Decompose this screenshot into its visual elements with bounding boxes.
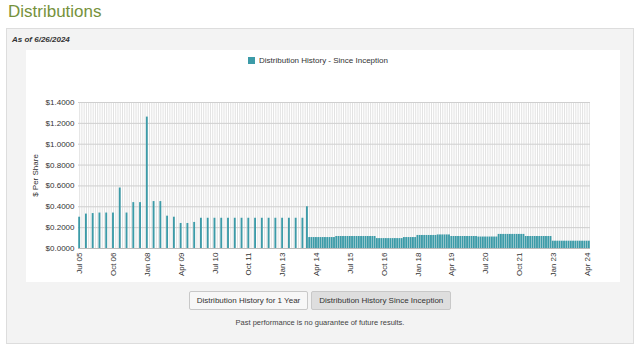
svg-text:Jan 18: Jan 18 xyxy=(414,252,423,277)
html-text:As of 6/26/2024: As of 6/26/2024 xyxy=(12,35,70,44)
svg-text:$1.2000: $1.2000 xyxy=(46,119,75,128)
svg-text:Jan 23: Jan 23 xyxy=(549,252,558,277)
svg-text:$0.0000: $0.0000 xyxy=(46,244,75,253)
svg-text:$0.4000: $0.4000 xyxy=(46,202,75,211)
svg-text:$1.0000: $1.0000 xyxy=(46,140,75,149)
html-text:Distribution History for 1 Yea: Distribution History for 1 Year xyxy=(196,296,301,305)
html-text:Distribution History - Since I: Distribution History - Since Inception xyxy=(259,55,388,65)
svg-text:Jul 15: Jul 15 xyxy=(346,252,355,274)
svg-text:$1.4000: $1.4000 xyxy=(46,98,75,107)
svg-text:$0.6000: $0.6000 xyxy=(46,181,75,190)
svg-text:$ Per Share: $ Per Share xyxy=(31,154,40,197)
svg-text:$0.2000: $0.2000 xyxy=(46,223,75,232)
svg-text:Oct 16: Oct 16 xyxy=(380,252,389,276)
svg-text:Jan 08: Jan 08 xyxy=(143,252,152,277)
svg-text:Jul 10: Jul 10 xyxy=(211,252,220,274)
html-text:Distributions: Distributions xyxy=(8,2,102,21)
svg-text:Oct 06: Oct 06 xyxy=(109,252,118,276)
svg-text:Jan 13: Jan 13 xyxy=(278,252,287,277)
html-text:Distribution History Since Inc: Distribution History Since Inception xyxy=(319,296,444,305)
svg-text:Jul 05: Jul 05 xyxy=(75,252,84,274)
html-text:Past performance is no guarant: Past performance is no guarantee of futu… xyxy=(235,318,405,327)
svg-text:Apr 19: Apr 19 xyxy=(447,252,456,276)
svg-text:Oct 11: Oct 11 xyxy=(244,252,253,276)
svg-text:Apr 09: Apr 09 xyxy=(177,252,186,276)
svg-text:Oct 21: Oct 21 xyxy=(515,252,524,276)
svg-text:$0.8000: $0.8000 xyxy=(46,161,75,170)
svg-text:Apr 24: Apr 24 xyxy=(583,252,592,276)
svg-text:Jul 20: Jul 20 xyxy=(481,252,490,274)
svg-text:Apr 14: Apr 14 xyxy=(312,252,321,276)
